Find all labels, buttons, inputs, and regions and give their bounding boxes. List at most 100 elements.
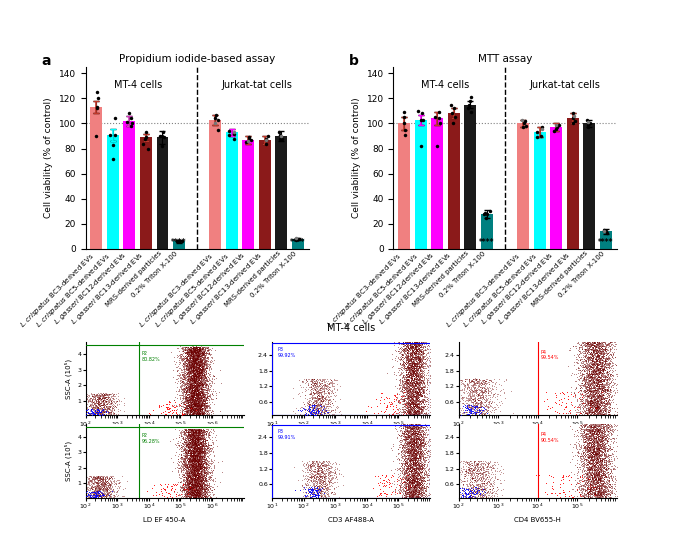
Point (101, 396, 112, 405)
Point (105, 400, 116, 409)
Point (599, 346, 610, 355)
Point (188, 449, 199, 458)
Point (202, 459, 213, 468)
Point (178, 465, 189, 473)
Point (323, 387, 334, 396)
Point (203, 349, 214, 358)
Point (410, 460, 421, 469)
Point (98, 410, 109, 419)
Point (408, 391, 419, 400)
Point (192, 425, 203, 434)
Point (387, 389, 398, 398)
Point (195, 394, 206, 402)
Point (105, 476, 116, 485)
Point (410, 387, 421, 396)
Point (597, 427, 608, 436)
Point (186, 392, 197, 401)
Point (410, 378, 421, 387)
Point (201, 454, 212, 463)
Point (310, 477, 321, 486)
Point (393, 400, 403, 409)
Point (188, 371, 199, 380)
Point (414, 441, 425, 450)
Point (181, 350, 192, 359)
Point (190, 396, 201, 405)
Point (603, 377, 614, 386)
Point (578, 408, 589, 416)
Point (199, 466, 210, 475)
Point (599, 468, 610, 477)
Point (196, 398, 207, 407)
Point (593, 460, 604, 469)
Point (603, 353, 614, 362)
Point (606, 445, 617, 454)
Point (460, 376, 471, 385)
Point (417, 326, 428, 335)
Point (407, 335, 418, 344)
Point (195, 361, 206, 369)
Point (410, 438, 421, 447)
Point (473, 463, 484, 472)
Point (184, 438, 195, 447)
Point (185, 477, 196, 486)
Point (469, 378, 479, 387)
Point (596, 471, 607, 480)
Point (411, 307, 422, 316)
Point (176, 408, 187, 417)
Point (591, 403, 602, 412)
Point (601, 464, 612, 473)
Point (582, 400, 593, 409)
Point (194, 441, 205, 450)
Point (196, 368, 207, 377)
Point (392, 433, 403, 442)
Point (584, 392, 595, 401)
Point (413, 309, 424, 318)
Point (197, 362, 208, 371)
Point (594, 448, 605, 457)
Point (589, 300, 600, 309)
Point (409, 401, 420, 410)
Point (184, 376, 195, 385)
Point (181, 382, 192, 391)
Point (90, 491, 101, 500)
Point (189, 359, 200, 368)
Point (403, 360, 414, 369)
Point (401, 422, 412, 431)
Point (592, 420, 603, 429)
Point (412, 300, 423, 309)
Point (482, 466, 493, 475)
Point (407, 408, 418, 417)
Point (196, 475, 207, 484)
Point (403, 318, 414, 327)
Point (599, 385, 610, 394)
Point (191, 352, 202, 361)
Point (407, 420, 418, 429)
Point (403, 302, 414, 311)
Point (186, 405, 197, 414)
Point (417, 475, 428, 484)
Point (185, 379, 196, 388)
Point (191, 443, 202, 452)
Point (482, 461, 493, 470)
Point (584, 414, 595, 423)
Point (189, 380, 200, 389)
Point (590, 414, 601, 423)
Point (93, 473, 104, 482)
Point (449, 470, 460, 479)
Point (180, 474, 191, 483)
Point (407, 491, 418, 500)
Point (186, 348, 197, 357)
Point (610, 374, 621, 383)
Point (188, 451, 199, 460)
Point (595, 334, 606, 343)
Point (195, 373, 206, 382)
Point (602, 452, 613, 461)
Point (417, 460, 428, 469)
Point (590, 357, 601, 366)
Point (407, 374, 418, 383)
Point (180, 365, 191, 374)
Point (190, 361, 201, 370)
Point (601, 478, 612, 487)
Point (188, 456, 199, 465)
Point (590, 397, 601, 406)
